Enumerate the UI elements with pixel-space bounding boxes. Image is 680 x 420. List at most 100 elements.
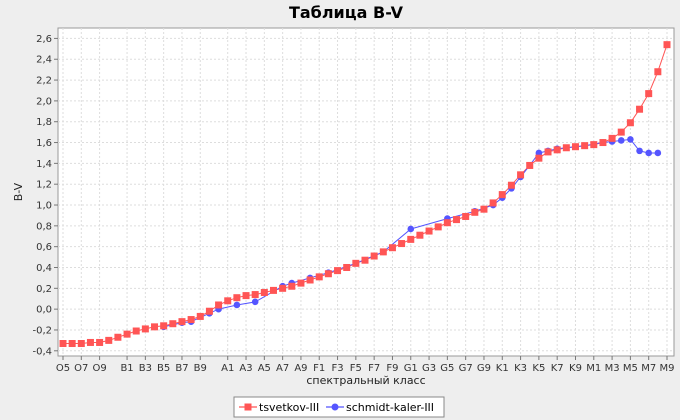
point-schmidt-kaler	[407, 225, 415, 233]
point-tsvetkov	[636, 105, 644, 113]
point-tsvetkov	[59, 340, 67, 348]
chart-title: Таблица B-V	[289, 3, 404, 22]
point-tsvetkov	[553, 146, 561, 154]
x-tick-label: A9	[294, 363, 307, 374]
point-tsvetkov	[233, 294, 241, 302]
point-tsvetkov	[96, 338, 104, 346]
point-tsvetkov	[269, 286, 277, 294]
point-tsvetkov	[178, 318, 186, 326]
point-tsvetkov	[169, 320, 177, 328]
point-tsvetkov	[279, 284, 287, 292]
x-tick-label: B5	[157, 363, 170, 374]
x-tick-label: K3	[514, 363, 527, 374]
point-tsvetkov	[562, 144, 570, 152]
x-axis-label: спектральный класс	[306, 374, 425, 387]
point-tsvetkov	[224, 297, 232, 305]
point-tsvetkov	[343, 263, 351, 271]
y-tick-label: 1,8	[36, 117, 52, 128]
legend-label-tsvetkov: tsvetkov-III	[259, 401, 319, 414]
x-tick-label: B3	[139, 363, 152, 374]
y-tick-label: 2,6	[36, 34, 52, 45]
x-tick-label: G9	[477, 363, 491, 374]
y-tick-label: -0,2	[32, 325, 52, 336]
point-tsvetkov	[462, 212, 470, 220]
x-tick-label: G3	[422, 363, 436, 374]
x-tick-label: A1	[221, 363, 234, 374]
point-tsvetkov	[196, 312, 204, 320]
point-tsvetkov	[77, 340, 85, 348]
y-tick-label: 0,0	[36, 305, 52, 316]
x-tick-label: O7	[74, 363, 88, 374]
legend: tsvetkov-III schmidt-kaler-III	[233, 396, 445, 418]
point-tsvetkov	[599, 139, 607, 147]
point-tsvetkov	[68, 340, 76, 348]
x-tick-label: G7	[459, 363, 473, 374]
point-tsvetkov	[242, 292, 250, 300]
point-tsvetkov	[471, 208, 479, 216]
y-tick-label: 1,4	[36, 159, 52, 170]
point-tsvetkov	[324, 270, 332, 278]
point-tsvetkov	[215, 301, 223, 309]
point-tsvetkov	[617, 128, 625, 136]
y-axis-label: B-V	[12, 182, 25, 201]
x-tick-label: O9	[92, 363, 106, 374]
series-markers	[59, 41, 671, 348]
point-schmidt-kaler	[535, 149, 543, 157]
point-tsvetkov	[654, 68, 662, 76]
point-tsvetkov	[151, 323, 159, 331]
y-tick-label: -0,4	[32, 346, 52, 357]
point-tsvetkov	[379, 248, 387, 256]
point-tsvetkov	[141, 325, 149, 333]
x-tick-label: O5	[56, 363, 70, 374]
point-schmidt-kaler	[627, 136, 634, 143]
point-tsvetkov	[398, 240, 406, 248]
x-tick-label: F1	[313, 363, 325, 374]
point-tsvetkov	[388, 244, 396, 252]
point-schmidt-kaler	[636, 147, 643, 155]
point-tsvetkov	[187, 316, 195, 324]
y-tick-label: 2,2	[36, 76, 52, 87]
point-tsvetkov	[571, 143, 579, 151]
point-tsvetkov	[544, 148, 552, 156]
y-tick-label: 2,4	[36, 55, 52, 66]
point-schmidt-kaler	[251, 298, 259, 306]
x-tick-label: K9	[569, 363, 582, 374]
x-tick-label: M5	[623, 363, 638, 374]
y-axis-ticks: -0,4 -0,2 0,0 0,2 0,4 0,6 0,8 1,0 1,2 1,4 1,6 1,8 2,…	[32, 34, 58, 357]
point-tsvetkov	[334, 267, 342, 275]
y-tick-label: 0,6	[36, 242, 52, 253]
point-tsvetkov	[407, 235, 415, 243]
point-tsvetkov	[645, 90, 653, 98]
point-schmidt-kaler	[654, 149, 662, 157]
point-tsvetkov	[370, 252, 378, 260]
point-tsvetkov	[581, 142, 589, 150]
point-tsvetkov	[352, 259, 360, 267]
point-tsvetkov	[123, 330, 131, 338]
point-tsvetkov	[480, 205, 488, 213]
point-tsvetkov	[425, 227, 433, 235]
point-tsvetkov	[443, 219, 451, 227]
x-tick-label: B1	[120, 363, 133, 374]
legend-swatch-marker-tsvetkov	[244, 403, 252, 411]
x-tick-label: A3	[239, 363, 252, 374]
point-tsvetkov	[306, 276, 314, 284]
point-tsvetkov	[315, 273, 323, 281]
y-tick-label: 0,8	[36, 221, 52, 232]
x-tick-label: K1	[496, 363, 509, 374]
point-tsvetkov	[416, 231, 424, 239]
x-tick-label: K7	[551, 363, 564, 374]
point-schmidt-kaler	[233, 301, 241, 309]
x-tick-label: M7	[641, 363, 656, 374]
x-tick-label: F9	[386, 363, 398, 374]
plot-area	[57, 27, 675, 357]
x-tick-label: F5	[350, 363, 362, 374]
x-tick-label: M1	[586, 363, 601, 374]
legend-swatch-marker-schmidt	[331, 403, 339, 411]
point-tsvetkov	[361, 256, 369, 264]
point-tsvetkov	[132, 327, 140, 335]
point-tsvetkov	[507, 181, 515, 189]
x-tick-label: G5	[440, 363, 454, 374]
point-tsvetkov	[517, 171, 525, 179]
